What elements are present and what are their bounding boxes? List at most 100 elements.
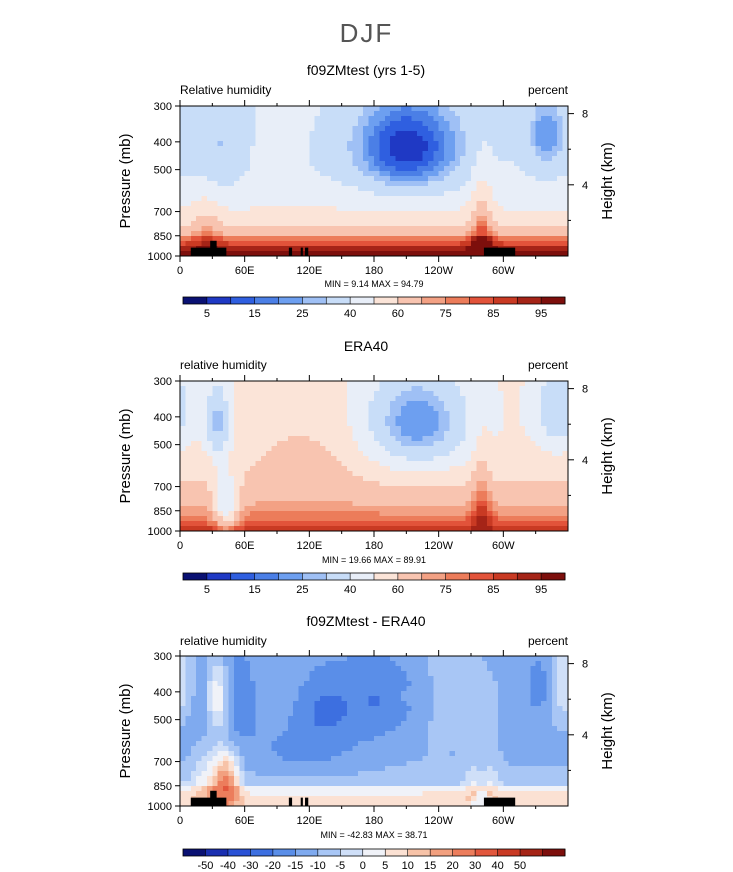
heatmap-cell [341, 411, 348, 417]
heatmap-cell [562, 171, 569, 177]
heatmap-cell [497, 426, 504, 432]
heatmap-cell [433, 416, 440, 422]
heatmap-cell [374, 161, 380, 167]
heatmap-cell [487, 501, 494, 507]
heatmap-cell [400, 191, 407, 197]
heatmap-cell [352, 416, 359, 422]
heatmap-cell [471, 206, 477, 212]
heatmap-cell [228, 401, 235, 407]
heatmap-cell [444, 221, 451, 227]
heatmap-cell [196, 431, 203, 437]
heatmap-cell [341, 161, 348, 167]
heatmap-cell [363, 676, 370, 682]
heatmap-cell [471, 146, 477, 152]
heatmap-cell [282, 396, 289, 402]
heatmap-cell [460, 521, 467, 527]
heatmap-cell [492, 381, 499, 387]
heatmap-cell [250, 151, 257, 157]
heatmap-cell [411, 226, 418, 232]
colorbar-swatch [421, 297, 447, 304]
heatmap-cell [460, 161, 467, 167]
heatmap-cell [374, 661, 380, 667]
heatmap-cell [282, 426, 289, 432]
heatmap-cell [341, 191, 348, 197]
heatmap-cell [212, 446, 219, 452]
heatmap-cell [244, 386, 251, 392]
heatmap-cell [562, 166, 569, 172]
heatmap-cell [406, 451, 413, 457]
heatmap-cell [406, 446, 413, 452]
heatmap-cell [347, 451, 354, 457]
heatmap-cell [271, 231, 278, 237]
heatmap-cell [530, 106, 537, 112]
heatmap-cell [336, 146, 343, 152]
heatmap-cell [282, 131, 289, 137]
heatmap-cell [325, 416, 332, 422]
heatmap-cell [444, 511, 451, 517]
heatmap-cell [471, 456, 477, 462]
heatmap-cell [471, 226, 477, 232]
heatmap-cell [368, 441, 375, 447]
heatmap-cell [497, 516, 504, 522]
heatmap-cell [562, 426, 569, 432]
heatmap-cell [406, 161, 413, 167]
heatmap-cell [201, 196, 208, 202]
heatmap-cell [433, 216, 440, 222]
heatmap-cell [266, 436, 273, 442]
heatmap-cell [293, 661, 300, 667]
heatmap-cell [379, 426, 386, 432]
heatmap-cell [460, 131, 467, 137]
heatmap-cell [406, 661, 413, 667]
heatmap-cell [228, 421, 235, 427]
heatmap-cell [190, 466, 197, 472]
heatmap-cell [206, 456, 213, 462]
heatmap-cell [454, 466, 461, 472]
heatmap-cell [352, 486, 359, 492]
heatmap-cell [438, 206, 445, 212]
heatmap-cell [239, 161, 246, 167]
heatmap-cell [303, 401, 310, 407]
heatmap-cell [233, 251, 240, 257]
heatmap-cell [508, 111, 515, 117]
heatmap-cell [497, 381, 504, 387]
heatmap-cell [357, 526, 364, 532]
heatmap-cell [206, 671, 213, 677]
heatmap-cell [277, 131, 283, 137]
heatmap-cell [325, 221, 332, 227]
heatmap-cell [314, 236, 321, 242]
heatmap-cell [190, 486, 197, 492]
heatmap-cell [508, 471, 515, 477]
heatmap-cell [481, 431, 488, 437]
heatmap-cell [374, 246, 380, 252]
heatmap-cell [379, 446, 386, 452]
heatmap-cell [374, 221, 380, 227]
heatmap-cell [530, 196, 537, 202]
heatmap-cell [427, 146, 434, 152]
heatmap-cell [546, 196, 553, 202]
heatmap-cell [514, 146, 521, 152]
heatmap-cell [417, 146, 424, 152]
heatmap-cell [444, 386, 451, 392]
heatmap-cell [303, 666, 310, 672]
heatmap-cell [239, 141, 246, 147]
heatmap-cell [293, 506, 300, 512]
panel-title: ERA40 [344, 338, 389, 354]
heatmap-cell [309, 451, 316, 457]
heatmap-cell [460, 251, 467, 257]
heatmap-cell [185, 666, 192, 672]
heatmap-cell [508, 176, 515, 182]
heatmap-cell [449, 106, 456, 112]
heatmap-cell [497, 186, 504, 192]
heatmap-cell [551, 476, 558, 482]
heatmap-cell [535, 481, 542, 487]
heatmap-cell [557, 136, 564, 142]
heatmap-cell [303, 686, 310, 692]
heatmap-cell [352, 121, 359, 127]
heatmap-cell [196, 421, 203, 427]
heatmap-cell [320, 126, 327, 132]
heatmap-cell [201, 486, 208, 492]
heatmap-cell [449, 481, 456, 487]
heatmap-cell [271, 526, 278, 532]
heatmap-cell [514, 676, 521, 682]
heatmap-cell [255, 486, 262, 492]
